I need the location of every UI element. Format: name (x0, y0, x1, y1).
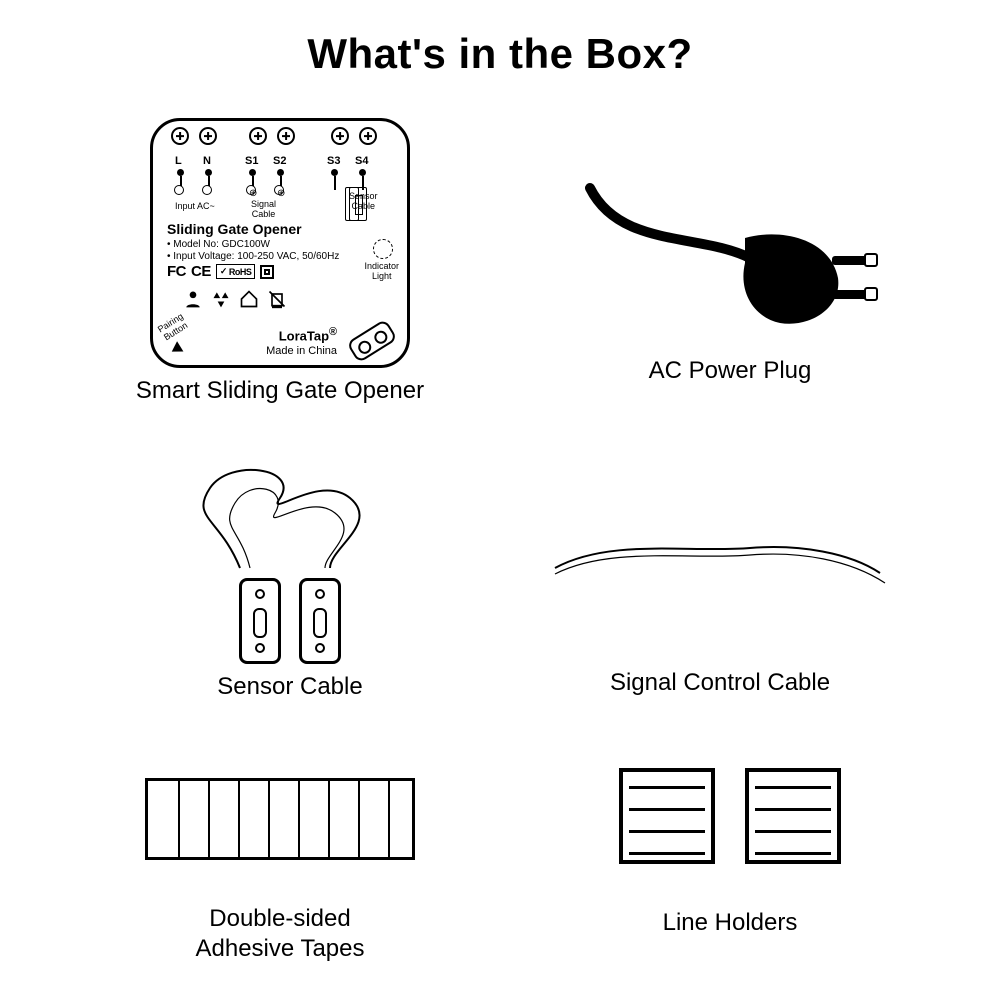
rohs-icon: ✓ RoHS (216, 264, 256, 279)
caption-plug: AC Power Plug (560, 356, 900, 386)
terminal-S4: S4 (355, 155, 368, 167)
cert-row: FC CE ✓ RoHS (167, 263, 274, 280)
line-holders-icon (580, 768, 880, 864)
person-icon (183, 289, 203, 309)
item-line-holders: Line Holders (580, 768, 880, 938)
adhesive-tape-icon (145, 778, 415, 860)
fcc-icon: FC (167, 263, 186, 280)
holder-a (619, 768, 715, 864)
brand-text: LoraTap® (279, 326, 337, 343)
item-signal-cable: Signal Control Cable (540, 518, 900, 698)
terminal-S2: S2 (273, 155, 286, 167)
item-tape: Double-sided Adhesive Tapes (130, 778, 430, 964)
power-plug-icon (580, 178, 880, 348)
weee-bin-icon (267, 289, 287, 309)
sensor-body-b (299, 578, 341, 664)
item-module: L N S1 S2 S3 S4 ⊕ ⊕ (130, 118, 430, 406)
caption-signal: Signal Control Cable (540, 668, 900, 698)
made-in-text: Made in China (266, 345, 337, 357)
sensor-pair (150, 578, 430, 664)
caption-sensor: Sensor Cable (150, 672, 430, 702)
recycle-icon (211, 289, 231, 309)
pairing-arrow-icon (169, 341, 184, 356)
terminal-L: L (175, 155, 182, 167)
sensor-cable-icon (180, 458, 400, 578)
caption-module: Smart Sliding Gate Opener (130, 376, 430, 406)
indicator-light-icon (373, 239, 393, 259)
item-sensor-cable: Sensor Cable (150, 458, 430, 702)
signal-cable-icon (550, 518, 890, 608)
terminal-S3: S3 (327, 155, 340, 167)
voltage-line: • Input Voltage: 100-250 VAC, 50/60Hz (167, 251, 339, 262)
pairing-label: Pairing Button (156, 311, 190, 343)
pictogram-row (183, 289, 287, 309)
sensor-body-a (239, 578, 281, 664)
module-diagram: L N S1 S2 S3 S4 ⊕ ⊕ (150, 118, 410, 368)
holder-b (745, 768, 841, 864)
terminal-S1: S1 (245, 155, 258, 167)
ce-icon: CE (191, 263, 211, 280)
label-signal-cable: Signal Cable (251, 199, 276, 219)
indicator-label: Indicator Light (364, 261, 399, 281)
content-grid: L N S1 S2 S3 S4 ⊕ ⊕ (0, 78, 1000, 978)
house-icon (239, 289, 259, 309)
item-plug: AC Power Plug (560, 178, 900, 386)
page-title: What's in the Box? (0, 0, 1000, 78)
caption-holders: Line Holders (580, 908, 880, 938)
label-input-ac: Input AC~ (175, 201, 215, 211)
terminal-N: N (203, 155, 211, 167)
model-line: • Model No: GDC100W (167, 239, 270, 250)
double-insulation-icon (260, 265, 274, 279)
mounting-slot-icon (346, 319, 398, 364)
device-title: Sliding Gate Opener (167, 221, 302, 237)
caption-tape: Double-sided Adhesive Tapes (130, 904, 430, 964)
